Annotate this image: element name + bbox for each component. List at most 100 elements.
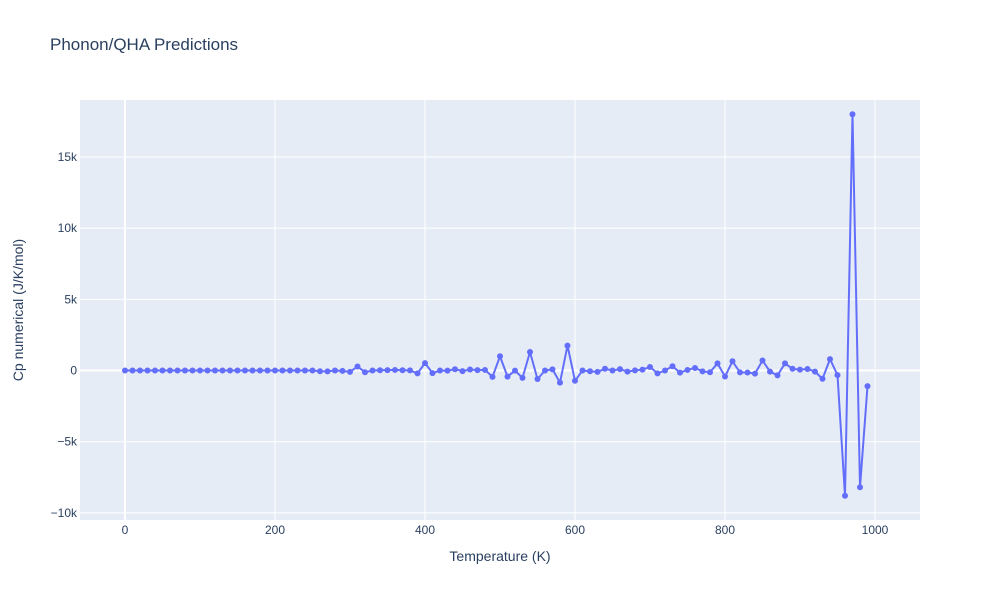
data-point[interactable] [437, 367, 443, 374]
data-point[interactable] [129, 367, 136, 374]
data-point[interactable] [482, 366, 488, 373]
data-point[interactable] [467, 366, 473, 373]
data-point[interactable] [414, 370, 421, 377]
data-point[interactable] [309, 367, 316, 374]
data-point[interactable] [182, 367, 188, 374]
data-point[interactable] [152, 367, 158, 374]
data-point[interactable] [827, 356, 833, 363]
data-point[interactable] [392, 366, 398, 373]
data-point[interactable] [197, 367, 203, 374]
data-point[interactable] [504, 373, 511, 380]
data-point[interactable] [654, 370, 661, 377]
data-point[interactable] [684, 366, 691, 373]
data-point[interactable] [159, 367, 166, 374]
data-point[interactable] [422, 360, 428, 367]
data-point[interactable] [459, 368, 466, 375]
data-point[interactable] [137, 367, 143, 374]
data-point[interactable] [302, 367, 308, 374]
data-point[interactable] [677, 369, 683, 376]
data-point[interactable] [227, 367, 233, 374]
data-point[interactable] [347, 368, 353, 375]
data-point[interactable] [399, 367, 406, 374]
data-point[interactable] [519, 374, 526, 381]
data-point[interactable] [189, 367, 196, 374]
data-point[interactable] [632, 367, 638, 374]
data-point[interactable] [332, 367, 338, 374]
data-point[interactable] [144, 367, 151, 374]
data-point[interactable] [699, 368, 706, 375]
data-point[interactable] [594, 368, 601, 375]
data-point[interactable] [789, 365, 796, 372]
data-point[interactable] [729, 358, 736, 365]
data-point[interactable] [662, 367, 668, 374]
data-point[interactable] [234, 367, 241, 374]
data-point[interactable] [497, 353, 503, 360]
data-point[interactable] [707, 369, 713, 376]
data-point[interactable] [617, 366, 623, 373]
data-point[interactable] [542, 367, 548, 374]
data-point[interactable] [527, 349, 533, 355]
data-point[interactable] [324, 368, 331, 375]
data-point[interactable] [744, 369, 751, 376]
data-point[interactable] [752, 370, 758, 377]
data-point[interactable] [857, 484, 863, 491]
data-point[interactable] [647, 363, 653, 370]
data-point[interactable] [812, 368, 818, 375]
data-point[interactable] [767, 368, 773, 375]
data-point[interactable] [279, 367, 286, 374]
data-point[interactable] [849, 111, 856, 118]
data-point[interactable] [782, 360, 788, 367]
data-point[interactable] [377, 367, 383, 374]
data-point[interactable] [204, 367, 211, 374]
data-point[interactable] [272, 367, 278, 374]
data-point[interactable] [804, 365, 811, 372]
data-point[interactable] [167, 367, 173, 374]
data-point[interactable] [669, 363, 676, 370]
data-point[interactable] [219, 367, 226, 374]
data-point[interactable] [174, 367, 181, 374]
data-point[interactable] [579, 367, 586, 374]
data-point[interactable] [444, 367, 451, 374]
data-point[interactable] [317, 368, 323, 375]
data-point[interactable] [549, 366, 556, 373]
data-point[interactable] [384, 367, 391, 374]
data-point[interactable] [864, 383, 871, 390]
data-point[interactable] [759, 357, 766, 364]
data-point[interactable] [557, 379, 563, 386]
data-point[interactable] [339, 367, 346, 374]
data-point[interactable] [362, 369, 368, 376]
data-point[interactable] [564, 342, 571, 349]
data-point[interactable] [572, 377, 578, 384]
data-point[interactable] [609, 367, 616, 374]
data-point[interactable] [212, 367, 218, 374]
data-point[interactable] [264, 367, 271, 374]
data-point[interactable] [602, 365, 608, 372]
data-point[interactable] [737, 369, 743, 376]
data-point[interactable] [452, 366, 458, 373]
data-point[interactable] [624, 368, 631, 375]
data-point[interactable] [534, 376, 541, 383]
data-point[interactable] [512, 367, 518, 374]
data-point[interactable] [819, 375, 826, 382]
data-point[interactable] [587, 368, 593, 375]
data-point[interactable] [294, 367, 301, 374]
data-point[interactable] [474, 367, 481, 374]
data-point[interactable] [122, 367, 128, 374]
data-point[interactable] [249, 367, 256, 374]
data-point[interactable] [257, 367, 263, 374]
data-point[interactable] [429, 370, 436, 377]
data-point[interactable] [774, 372, 781, 379]
data-point[interactable] [722, 373, 728, 380]
data-point[interactable] [354, 363, 361, 370]
data-point[interactable] [834, 372, 841, 379]
data-point[interactable] [797, 366, 803, 373]
data-point[interactable] [692, 364, 698, 371]
data-point[interactable] [407, 367, 413, 374]
data-point[interactable] [842, 492, 848, 499]
data-point[interactable] [287, 367, 293, 374]
data-point[interactable] [489, 373, 496, 380]
data-point[interactable] [369, 367, 376, 374]
data-point[interactable] [639, 366, 646, 373]
data-point[interactable] [714, 360, 721, 367]
data-point[interactable] [242, 367, 248, 374]
